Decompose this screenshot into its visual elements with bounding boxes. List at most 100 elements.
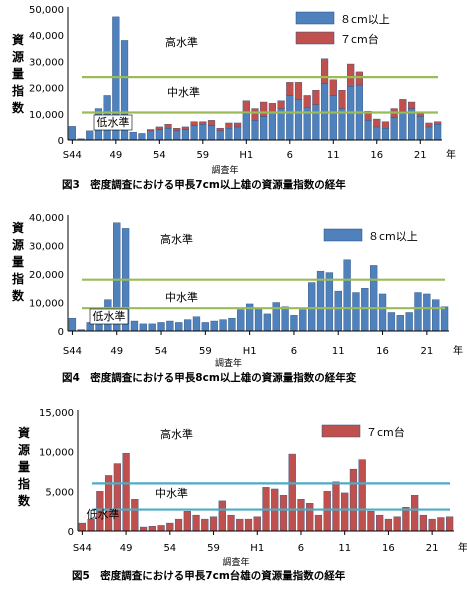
bar-７cm台 [236, 518, 244, 532]
bar-８cm以上 [129, 131, 137, 141]
bar-８cm以上 [405, 312, 413, 332]
bar-７cm台 [419, 514, 428, 532]
x-tick-label: H1 [239, 150, 253, 161]
y-axis-label-char: 数 [12, 100, 25, 115]
bar-７cm台 [131, 499, 139, 532]
bar-８cm以上 [290, 315, 298, 332]
bar-７cm台 [260, 101, 268, 117]
bar-８cm以上 [175, 322, 183, 332]
bar-７cm台 [181, 126, 190, 130]
bar-７cm台 [425, 122, 433, 128]
bar-７cm台 [384, 518, 393, 532]
y-axis-label-char: 指 [12, 271, 24, 286]
bar-７cm台 [225, 122, 233, 129]
bar-８cm以上 [434, 124, 442, 141]
bar-８cm以上 [68, 317, 77, 332]
x-tick-label: S44 [63, 346, 82, 357]
y-tick-label: 50,000 [29, 5, 64, 16]
bar-７cm台 [199, 121, 207, 125]
y-tick-label: 40,000 [29, 213, 64, 224]
bar-７cm台 [279, 495, 288, 532]
legend-label: ７cm台 [366, 425, 405, 439]
bar-８cm以上 [228, 317, 236, 332]
x-tick-label: 49 [120, 543, 133, 554]
bar-７cm台 [399, 99, 407, 112]
bar-７cm台 [332, 481, 340, 532]
bar-７cm台 [297, 499, 305, 532]
bar-７cm台 [393, 516, 401, 532]
bar-８cm以上 [416, 116, 424, 141]
legend-label: ７cm台 [340, 32, 379, 46]
y-axis-label-char: 指 [12, 83, 24, 98]
bar-７cm台 [218, 500, 226, 532]
bar-７cm台 [407, 101, 416, 109]
y-axis-label-char: 源 [12, 237, 24, 252]
low-level-box [89, 308, 129, 325]
bar-８cm以上 [147, 130, 155, 141]
bar-８cm以上 [440, 306, 449, 332]
x-tick-label: 6 [287, 150, 293, 161]
x-tick-label: H1 [250, 543, 264, 554]
bar-８cm以上 [399, 110, 407, 141]
x-tick-label: 11 [338, 543, 351, 554]
bar-８cm以上 [286, 95, 294, 141]
figure-caption: 図4 密度調査における甲長8cm以上雄の資源量指数の経年変 [62, 371, 357, 384]
y-tick-label: 30,000 [29, 57, 64, 68]
y-axis-label-char: 量 [12, 67, 24, 81]
bar-７cm台 [173, 128, 181, 132]
x-tick-label: 49 [109, 150, 122, 161]
chart-3: 0 10,000 20,000 30,000 40,000 50,000 高水準中水準低水準… [12, 5, 456, 191]
bar-７cm台 [349, 468, 358, 532]
x-tick-label: 11 [332, 346, 345, 357]
bar-８cm以上 [299, 309, 307, 332]
bar-７cm台 [411, 495, 419, 532]
bar-７cm台 [446, 516, 454, 532]
bar-８cm以上 [210, 320, 218, 332]
x-unit-label: 年 [446, 148, 456, 161]
bar-８cm以上 [325, 272, 334, 332]
bar-８cm以上 [370, 265, 378, 332]
bar-７cm台 [234, 122, 242, 128]
bar-７cm台 [358, 459, 366, 532]
bar-８cm以上 [164, 128, 172, 141]
bar-７cm台 [323, 491, 331, 532]
x-axis-label: 調査年 [222, 556, 249, 568]
bar-７cm台 [147, 129, 155, 132]
bar-８cm以上 [219, 319, 227, 332]
bar-７cm台 [294, 82, 303, 100]
bar-８cm以上 [364, 120, 372, 141]
bar-８cm以上 [329, 95, 337, 141]
bar-８cm以上 [343, 259, 351, 332]
y-axis-label-char: 数 [12, 288, 25, 303]
x-tick-label: 21 [426, 543, 439, 554]
y-tick-label: 15,000 [39, 408, 74, 419]
x-tick-label: 16 [382, 543, 395, 554]
y-tick-label: 5,000 [45, 487, 74, 498]
y-axis-label-char: 源 [18, 442, 30, 457]
bar-８cm以上 [173, 130, 181, 141]
bar-８cm以上 [390, 117, 398, 141]
mid-level-label: 中水準 [167, 85, 200, 99]
bar-８cm以上 [432, 299, 440, 332]
bar-８cm以上 [237, 309, 245, 332]
bar-８cm以上 [294, 99, 303, 141]
bar-８cm以上 [190, 125, 198, 141]
x-tick-label: 59 [207, 543, 220, 554]
y-axis-label-char: 量 [18, 460, 30, 474]
bar-８cm以上 [207, 125, 216, 141]
y-axis-label-char: 源 [12, 49, 24, 64]
bar-８cm以上 [139, 323, 147, 332]
bar-７cm台 [416, 113, 424, 117]
bar-８cm以上 [423, 293, 431, 332]
bar-８cm以上 [225, 128, 233, 141]
figure-caption: 図5 密度調査における甲長7cm台雄の資源量指数の経年 [72, 569, 346, 582]
bar-７cm台 [251, 108, 259, 121]
x-tick-label: 16 [370, 150, 383, 161]
legend-swatch [295, 11, 335, 25]
bar-７cm台 [303, 95, 311, 108]
y-tick-label: 20,000 [29, 84, 64, 95]
bar-８cm以上 [373, 126, 381, 141]
bar-８cm以上 [312, 104, 320, 141]
